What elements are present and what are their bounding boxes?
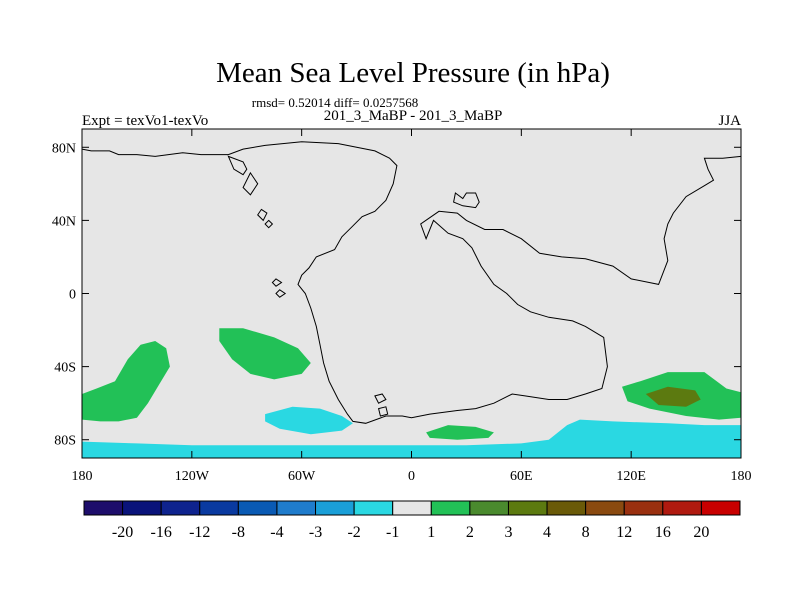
map-panel: 180 120W 60W 0 60E 120E 180 80N 40N 0 40S 80S: [52, 128, 752, 484]
colorbar-swatch: [160, 500, 201, 516]
coastline-southern-island-2: [377, 406, 389, 417]
colorbar-label: -20: [112, 524, 133, 541]
coastline-northern-continent-outline: [81, 141, 742, 424]
y-tick-label: 0: [69, 288, 76, 303]
colorbar-label: -8: [232, 524, 245, 541]
colorbar-swatch: [662, 500, 702, 516]
colorbar-label: 16: [655, 524, 671, 541]
x-tick-label: 60E: [510, 469, 533, 484]
center-label: 201_3_MaBP - 201_3_MaBP: [324, 108, 503, 124]
x-tick-label: 120E: [616, 469, 646, 484]
y-tick-label: 80S: [54, 434, 76, 449]
colorbar-swatch: [546, 500, 587, 516]
colorbar-swatch: [430, 500, 471, 516]
fill-weddell-negative: [265, 406, 353, 435]
coastlines: [81, 141, 742, 424]
map-background: [82, 129, 741, 458]
coastline-inner-coast-island: [227, 155, 248, 176]
colorbar-swatch: [83, 500, 124, 516]
fill-south-pacific-positive: [82, 341, 170, 422]
fill-south-atlantic-east-positive: [426, 425, 494, 440]
y-tick-label: 40N: [52, 214, 76, 229]
colorbar-label: -1: [386, 524, 399, 541]
y-tick-label: 80N: [52, 141, 76, 156]
colorbar-swatch: [623, 500, 664, 516]
colorbar-label: 20: [693, 524, 709, 541]
colorbar-label: 4: [543, 524, 551, 541]
coastline-small-island-west-2: [264, 219, 274, 229]
colorbar-swatch: [315, 500, 355, 516]
colorbar-label: -4: [270, 524, 283, 541]
x-tick-label: 0: [408, 469, 415, 484]
colorbar-swatch: [585, 500, 625, 516]
chart-subtitle: rmsd= 0.52014 diff= 0.0257568: [252, 95, 418, 110]
colorbar-label: 1: [427, 524, 435, 541]
x-tick-label: 180: [72, 469, 93, 484]
colorbar-label: -16: [151, 524, 172, 541]
experiment-label: Expt = texVo1-texVo: [82, 113, 208, 129]
fill-south-indian-core: [645, 386, 701, 407]
colorbar-swatch: [237, 500, 278, 516]
x-tick-label: 60W: [288, 469, 316, 484]
fill-antarctic-negative: [82, 419, 741, 458]
colorbar-label: 8: [582, 524, 590, 541]
colorbar-swatch: [122, 500, 162, 516]
coastline-greenland-island: [242, 171, 259, 196]
colorbar-swatch: [392, 500, 432, 516]
coastline-kerguelen-island: [453, 192, 480, 209]
contour-fills: [82, 328, 741, 458]
colorbar-swatch: [276, 500, 317, 516]
coastline-southern-island-1: [374, 393, 387, 404]
colorbar-label: -3: [309, 524, 322, 541]
y-tick-label: 40S: [54, 361, 76, 376]
x-tick-label: 180: [731, 469, 752, 484]
x-axis: 180 120W 60W 0 60E 120E 180: [72, 129, 752, 484]
x-tick-label: 120W: [175, 469, 210, 484]
colorbar: -20 -16 -12 -8 -4 -3 -2 -1 1 2 3 4 8 12 16 20: [83, 500, 741, 541]
coastline-small-island-west: [257, 208, 268, 222]
colorbar-label: -2: [347, 524, 360, 541]
colorbar-swatch: [199, 500, 239, 516]
colorbar-label: -12: [189, 524, 210, 541]
chart-title: Mean Sea Level Pressure (in hPa): [216, 57, 610, 89]
y-axis: 80N 40N 0 40S 80S: [52, 141, 741, 449]
fill-south-atlantic-west-positive: [219, 328, 311, 380]
colorbar-label: 3: [504, 524, 512, 541]
coastline-small-island-west-3: [271, 278, 283, 287]
colorbar-swatch: [469, 500, 509, 516]
colorbar-label: 2: [466, 524, 474, 541]
season-label: JJA: [718, 113, 741, 129]
colorbar-swatch: [700, 500, 741, 516]
colorbar-swatch: [353, 500, 394, 516]
coastline-small-island-west-4: [275, 289, 287, 298]
colorbar-label: 12: [616, 524, 632, 541]
colorbar-swatch: [507, 500, 548, 516]
